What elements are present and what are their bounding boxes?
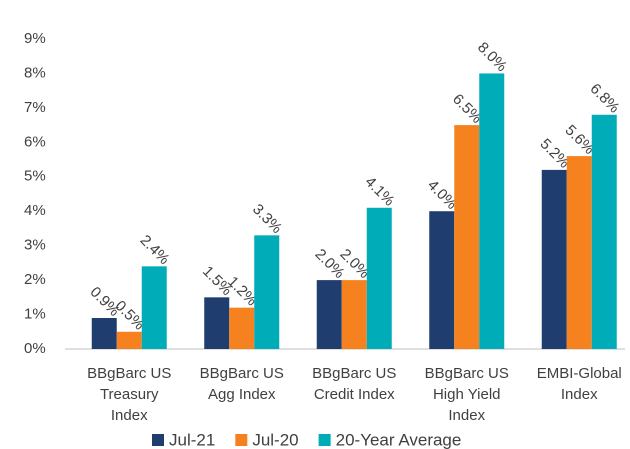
y-tick-label: 4% — [24, 202, 46, 219]
y-tick-label: 8% — [24, 64, 46, 81]
bar — [316, 280, 342, 349]
bar — [454, 125, 480, 349]
bar — [204, 297, 230, 349]
y-tick-label: 9% — [24, 30, 46, 47]
legend-label: 20-Year Average — [336, 430, 462, 449]
x-tick-label: EMBI-Global Index — [537, 365, 622, 403]
y-tick-label: 3% — [24, 237, 46, 254]
bar — [366, 207, 392, 349]
x-tick-label: BBgBarc US Credit Index — [312, 365, 396, 403]
x-tick-label: BBgBarc US Agg Index — [200, 365, 284, 403]
bar — [116, 331, 142, 349]
bar — [429, 211, 455, 349]
value-label: 6.8% — [587, 80, 623, 116]
bar — [341, 280, 367, 349]
bar — [591, 114, 617, 350]
value-label: 2.4% — [137, 232, 173, 268]
y-tick-label: 6% — [24, 133, 46, 150]
legend-label: Jul-21 — [169, 430, 215, 449]
bar — [541, 169, 567, 349]
x-tick-label: BBgBarc US Treasury Index — [87, 365, 171, 424]
y-tick-label: 7% — [24, 99, 46, 116]
bar — [141, 266, 167, 349]
value-label: 4.1% — [362, 173, 398, 209]
y-tick-label: 5% — [24, 168, 46, 185]
legend-swatch — [152, 434, 164, 446]
bar — [91, 318, 117, 349]
value-label: 3.3% — [249, 201, 285, 237]
bar — [479, 73, 505, 349]
y-tick-label: 0% — [24, 340, 46, 357]
x-tick-label: BBgBarc US High Yield Index — [425, 365, 509, 424]
legend-swatch — [235, 434, 248, 446]
legend-label: Jul-20 — [252, 430, 298, 449]
bar — [229, 307, 255, 349]
bar — [566, 156, 592, 349]
bar — [254, 235, 280, 349]
y-tick-label: 1% — [24, 306, 46, 323]
legend-swatch — [318, 434, 331, 446]
value-label: 8.0% — [474, 39, 510, 75]
y-tick-label: 2% — [24, 271, 46, 288]
